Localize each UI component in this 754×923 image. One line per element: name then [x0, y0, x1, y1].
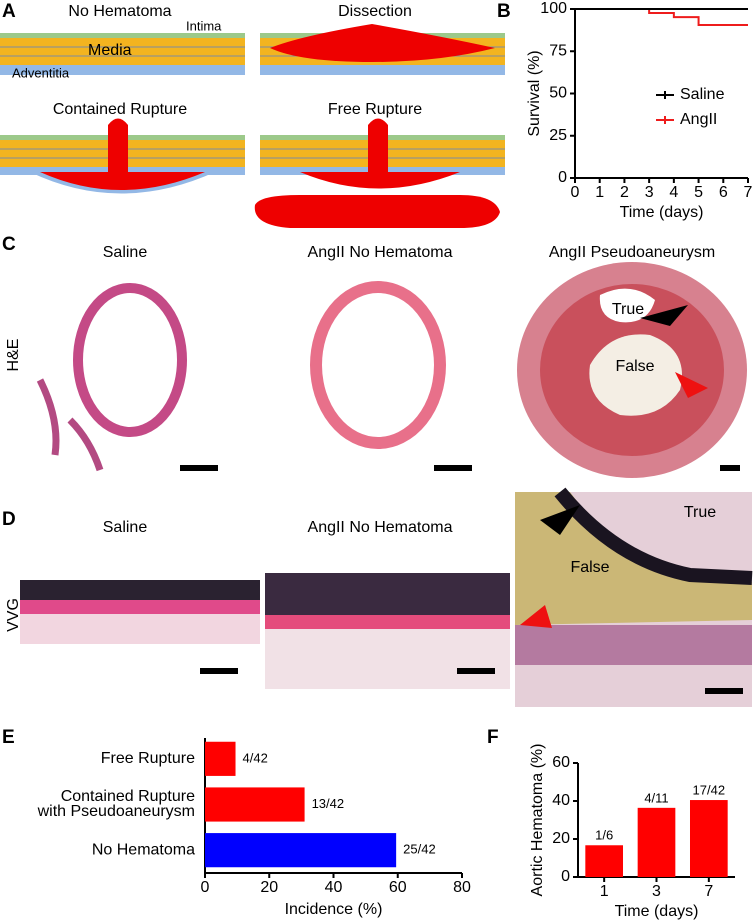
- x-axis-label: Incidence (%): [285, 901, 383, 918]
- column-title: AngII No Hematoma: [308, 244, 453, 261]
- diagram-title: Free Rupture: [328, 101, 422, 118]
- y-tick-label: 100: [540, 0, 567, 17]
- diagram: No Hematoma Dissection Contained Rupture…: [0, 3, 505, 228]
- y-tick-label: 75: [549, 42, 567, 59]
- bar: [637, 807, 676, 877]
- stain-label: H&E: [5, 339, 22, 372]
- value-label: 4/42: [243, 750, 268, 765]
- y-tick-label: 0: [558, 169, 567, 186]
- bar: [689, 800, 728, 877]
- layer-label: Adventitia: [12, 65, 70, 80]
- y-tick-label: 0: [561, 868, 570, 885]
- y-tick-label: 20: [552, 830, 570, 847]
- x-tick-label: 1: [600, 883, 609, 900]
- x-tick-label: 0: [201, 879, 210, 896]
- bar: [585, 845, 624, 877]
- y-tick-label: 40: [552, 792, 570, 809]
- x-tick-label: 7: [744, 184, 753, 201]
- panel-label: A: [2, 1, 16, 22]
- layer-label: Media: [88, 42, 132, 59]
- vessel-wall: [0, 33, 245, 75]
- bar: [205, 741, 236, 776]
- x-tick-label: 3: [652, 883, 661, 900]
- diagram-title: Dissection: [338, 3, 412, 20]
- x-tick-label: 40: [325, 879, 343, 896]
- x-tick-label: 5: [694, 184, 703, 201]
- panel-label: B: [497, 1, 511, 22]
- panel-label: F: [487, 727, 499, 748]
- x-tick-label: 20: [260, 879, 278, 896]
- category-label: Contained Rupture with Pseudoaneurysm: [37, 788, 196, 820]
- x-axis-label: Time (days): [620, 204, 704, 221]
- diagram-title: No Hematoma: [68, 3, 171, 20]
- lumen-label: True: [612, 301, 644, 318]
- vessel-wall: [0, 118, 245, 194]
- y-tick-label: 25: [549, 127, 567, 144]
- micrographs: Saline AngII No Hematoma AngII Pseudoane…: [5, 244, 753, 707]
- x-tick-label: 3: [645, 184, 654, 201]
- x-tick-label: 0: [571, 184, 580, 201]
- bar: [205, 833, 397, 868]
- column-title: Saline: [103, 244, 148, 261]
- x-tick-label: 80: [453, 879, 471, 896]
- column-title: Saline: [103, 519, 148, 536]
- diagram-title: Contained Rupture: [53, 101, 187, 118]
- stain-label: VVG: [5, 598, 22, 632]
- bar: [205, 787, 305, 822]
- lumen-label: False: [570, 559, 609, 576]
- vessel-wall: [254, 118, 505, 228]
- survival-line: [575, 8, 748, 27]
- x-tick-label: 7: [704, 883, 713, 900]
- x-tick-label: 2: [620, 184, 629, 201]
- x-tick-label: 6: [719, 184, 728, 201]
- column-title: AngII Pseudoaneurysm: [549, 244, 715, 261]
- category-label: No Hematoma: [92, 841, 195, 858]
- panel-label: D: [2, 509, 16, 530]
- value-label: 1/6: [595, 828, 613, 843]
- y-axis-label: Survival (%): [526, 50, 543, 136]
- y-tick-label: 50: [549, 85, 567, 102]
- layer-label: Intima: [186, 18, 222, 33]
- x-tick-label: 4: [669, 184, 678, 201]
- y-tick-label: 60: [552, 754, 570, 771]
- x-tick-label: 1: [595, 184, 604, 201]
- value-label: 4/11: [644, 790, 668, 805]
- y-axis-label: Aortic Hematoma (%): [529, 744, 546, 897]
- value-label: 25/42: [403, 842, 436, 857]
- lumen-label: True: [684, 504, 716, 521]
- x-tick-label: 60: [389, 879, 407, 896]
- value-label: 13/42: [312, 796, 345, 811]
- x-axis-label: Time (days): [615, 903, 699, 920]
- legend-label: Saline: [680, 86, 725, 103]
- vessel-wall: [260, 24, 505, 75]
- column-title: AngII No Hematoma: [308, 519, 453, 536]
- panel-label: C: [2, 234, 16, 255]
- category-label: Free Rupture: [101, 750, 195, 767]
- legend-label: AngII: [680, 111, 717, 128]
- value-label: 17/42: [693, 782, 726, 797]
- lumen-label: False: [615, 358, 654, 375]
- panel-label: E: [2, 727, 15, 748]
